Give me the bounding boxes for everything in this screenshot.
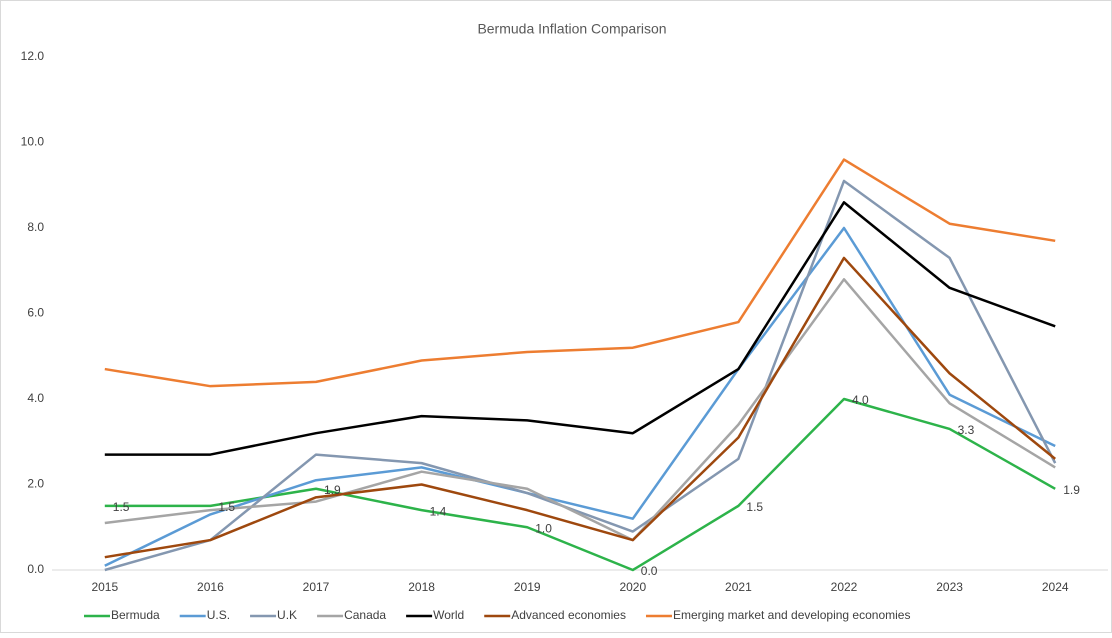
data-label: 1.9 <box>1063 483 1080 497</box>
legend-label: Bermuda <box>111 608 160 622</box>
series-line <box>104 158 1056 388</box>
y-tick-label: 2.0 <box>27 477 44 491</box>
data-label: 1.5 <box>218 500 235 514</box>
data-label: 1.5 <box>113 500 130 514</box>
data-label: 1.9 <box>324 483 341 497</box>
series-line <box>104 179 1057 572</box>
x-tick-label: 2017 <box>303 580 330 594</box>
legend-label: Emerging market and developing economies <box>673 608 910 622</box>
x-tick-label: 2018 <box>408 580 435 594</box>
series-line <box>104 256 1056 559</box>
x-tick-label: 2019 <box>514 580 541 594</box>
x-tick-label: 2024 <box>1042 580 1069 594</box>
legend-label: Canada <box>344 608 386 622</box>
legend-label: Advanced economies <box>511 608 626 622</box>
y-tick-label: 10.0 <box>21 135 45 149</box>
x-tick-label: 2022 <box>831 580 858 594</box>
y-tick-label: 6.0 <box>27 306 44 320</box>
data-label: 3.3 <box>958 423 975 437</box>
y-tick-label: 0.0 <box>27 562 44 576</box>
data-label: 0.0 <box>641 564 658 578</box>
y-tick-label: 4.0 <box>27 391 44 405</box>
chart-title: Bermuda Inflation Comparison <box>477 21 666 37</box>
data-label: 1.5 <box>746 500 763 514</box>
x-tick-label: 2015 <box>91 580 118 594</box>
x-tick-label: 2020 <box>619 580 646 594</box>
y-tick-label: 8.0 <box>27 220 44 234</box>
x-tick-label: 2016 <box>197 580 224 594</box>
legend-label: World <box>433 608 464 622</box>
legend-label: U.K <box>277 608 297 622</box>
x-tick-label: 2023 <box>936 580 963 594</box>
series-line <box>104 201 1056 456</box>
data-label: 4.0 <box>852 393 869 407</box>
series-line <box>104 278 1056 542</box>
legend-label: U.S. <box>207 608 230 622</box>
y-tick-label: 12.0 <box>21 49 45 63</box>
x-tick-label: 2021 <box>725 580 752 594</box>
data-label: 1.4 <box>430 504 447 518</box>
data-label: 1.0 <box>535 521 552 535</box>
